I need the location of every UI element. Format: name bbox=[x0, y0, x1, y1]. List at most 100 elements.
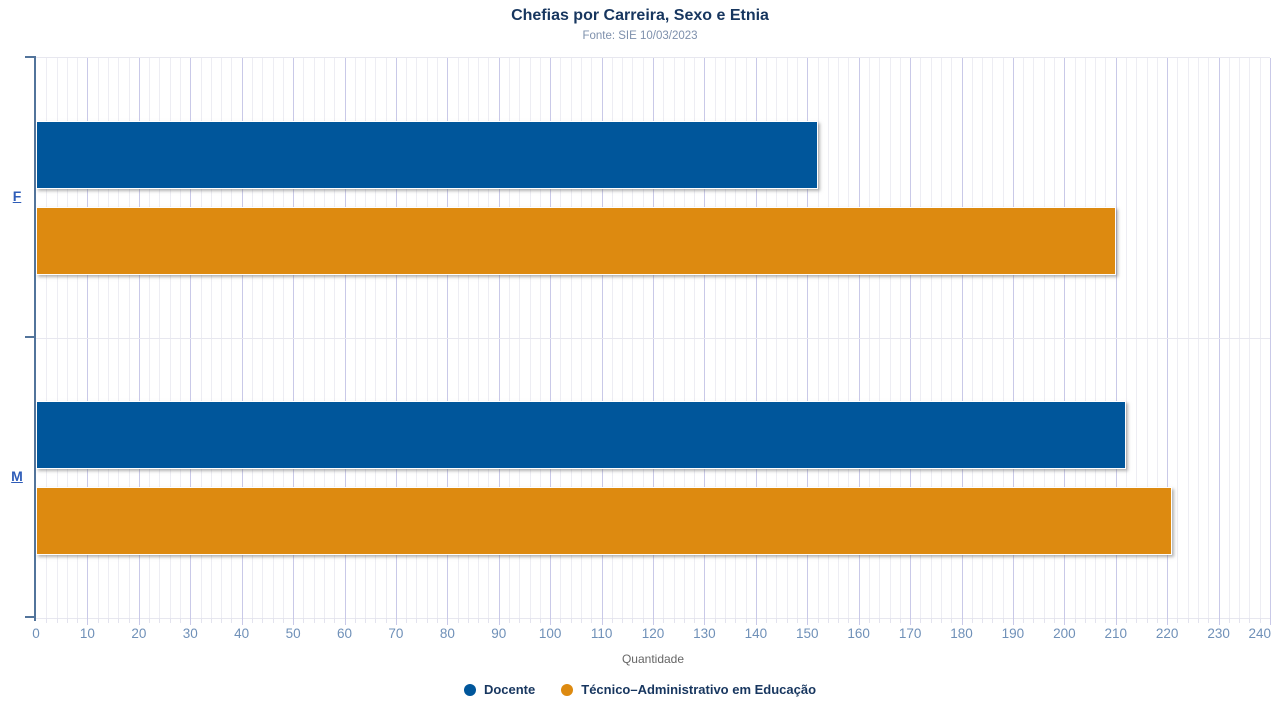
x-tick-minor bbox=[776, 618, 778, 623]
x-tick-label: 20 bbox=[131, 626, 147, 641]
legend-label: Técnico–Administrativo em Educação bbox=[581, 682, 817, 697]
x-tick-minor bbox=[920, 618, 922, 623]
x-tick-minor bbox=[1239, 618, 1241, 623]
bar-f-te[interactable] bbox=[36, 207, 1116, 275]
x-tick-minor bbox=[827, 618, 829, 623]
x-tick-minor bbox=[118, 618, 120, 623]
x-tick-minor bbox=[694, 618, 696, 623]
x-tick-minor bbox=[303, 618, 305, 623]
x-tick-minor bbox=[1074, 618, 1076, 623]
x-tick-minor bbox=[313, 618, 315, 623]
x-tick-minor bbox=[1054, 618, 1056, 623]
x-tick-minor bbox=[1043, 618, 1045, 623]
x-tick-minor bbox=[570, 618, 572, 623]
x-tick-major bbox=[395, 618, 397, 625]
x-tick-minor bbox=[940, 618, 942, 623]
x-tick-minor bbox=[879, 618, 881, 623]
x-tick-minor bbox=[478, 618, 480, 623]
bar-m-docente[interactable] bbox=[36, 401, 1127, 469]
x-tick-label: 200 bbox=[1053, 626, 1076, 641]
x-tick-major bbox=[858, 618, 860, 625]
x-tick-minor bbox=[560, 618, 562, 623]
x-tick-label: 0 bbox=[32, 626, 40, 641]
x-tick-minor bbox=[1177, 618, 1179, 623]
x-tick-minor bbox=[1002, 618, 1004, 623]
x-tick-minor bbox=[179, 618, 181, 623]
x-tick-minor bbox=[1105, 618, 1107, 623]
x-tick-minor bbox=[786, 618, 788, 623]
x-tick-major bbox=[807, 618, 809, 625]
x-tick-major bbox=[1167, 618, 1169, 625]
x-tick-label: 130 bbox=[693, 626, 716, 641]
legend-item-te[interactable]: Técnico–Administrativo em Educação bbox=[561, 682, 816, 697]
x-tick-minor bbox=[97, 618, 99, 623]
x-tick-minor bbox=[632, 618, 634, 623]
x-tick-minor bbox=[385, 618, 387, 623]
x-tick-minor bbox=[282, 618, 284, 623]
x-tick-label: 180 bbox=[950, 626, 973, 641]
x-tick-major bbox=[241, 618, 243, 625]
category-boundary-line bbox=[36, 338, 1270, 339]
x-tick-minor bbox=[848, 618, 850, 623]
x-tick-minor bbox=[1146, 618, 1148, 623]
x-tick-minor bbox=[529, 618, 531, 623]
bar-m-te[interactable] bbox=[36, 487, 1173, 555]
x-tick-minor bbox=[539, 618, 541, 623]
legend-item-docente[interactable]: Docente bbox=[463, 682, 535, 697]
x-tick-minor bbox=[56, 618, 58, 623]
x-tick-minor bbox=[982, 618, 984, 623]
x-tick-major bbox=[1064, 618, 1066, 625]
x-tick-minor bbox=[951, 618, 953, 623]
x-tick-minor bbox=[724, 618, 726, 623]
x-tick-label: 40 bbox=[234, 626, 250, 641]
x-tick-label: 210 bbox=[1104, 626, 1128, 641]
category-label-f[interactable]: F bbox=[12, 188, 22, 204]
x-tick-label: 100 bbox=[538, 626, 562, 641]
x-tick-major bbox=[138, 618, 140, 625]
x-tick-minor bbox=[107, 618, 109, 623]
x-tick-minor bbox=[221, 618, 223, 623]
x-tick-minor bbox=[714, 618, 716, 623]
legend: Docente Técnico–Administrativo em Educaçã… bbox=[0, 682, 1280, 697]
x-tick-major bbox=[1218, 618, 1220, 625]
x-tick-major bbox=[653, 618, 654, 625]
chart-title: Chefias por Carreira, Sexo e Etnia bbox=[511, 7, 769, 24]
x-tick-minor bbox=[457, 618, 459, 623]
x-tick-minor bbox=[1249, 618, 1251, 623]
x-tick-major bbox=[910, 618, 912, 625]
x-tick-minor bbox=[128, 618, 130, 623]
x-tick-minor bbox=[622, 618, 624, 623]
legend-marker-icon bbox=[561, 683, 574, 696]
x-axis-title: Quantidade bbox=[621, 652, 685, 666]
x-tick-minor bbox=[899, 618, 901, 623]
x-tick-label: 220 bbox=[1155, 626, 1179, 641]
x-tick-minor bbox=[766, 618, 768, 623]
x-tick-minor bbox=[1259, 618, 1261, 623]
x-tick-minor bbox=[889, 618, 891, 623]
x-tick-minor bbox=[262, 618, 264, 623]
x-tick-minor bbox=[663, 618, 665, 623]
x-tick-major bbox=[1012, 618, 1014, 625]
x-tick-label: 90 bbox=[491, 626, 507, 641]
x-tick-minor bbox=[77, 618, 79, 623]
x-tick-major bbox=[704, 618, 706, 625]
x-tick-major bbox=[87, 618, 89, 625]
x-tick-minor bbox=[735, 618, 737, 623]
x-tick-minor bbox=[159, 618, 161, 623]
x-tick-minor bbox=[1187, 618, 1189, 623]
x-tick-minor bbox=[817, 618, 819, 623]
x-tick-minor bbox=[437, 618, 439, 623]
x-tick-minor bbox=[642, 618, 644, 623]
x-tick-minor bbox=[992, 618, 994, 623]
x-tick-label: 240 bbox=[1248, 626, 1271, 641]
x-tick-minor bbox=[1208, 618, 1210, 623]
chart-subtitle: Fonte: SIE 10/03/2023 bbox=[582, 30, 698, 42]
x-tick-minor bbox=[272, 618, 274, 623]
category-label-m[interactable]: M bbox=[11, 468, 23, 484]
bar-f-docente[interactable] bbox=[36, 121, 818, 189]
x-tick-minor bbox=[323, 618, 325, 623]
x-tick-major bbox=[1270, 618, 1271, 625]
x-tick-minor bbox=[375, 618, 377, 623]
x-tick-minor bbox=[1228, 618, 1230, 623]
